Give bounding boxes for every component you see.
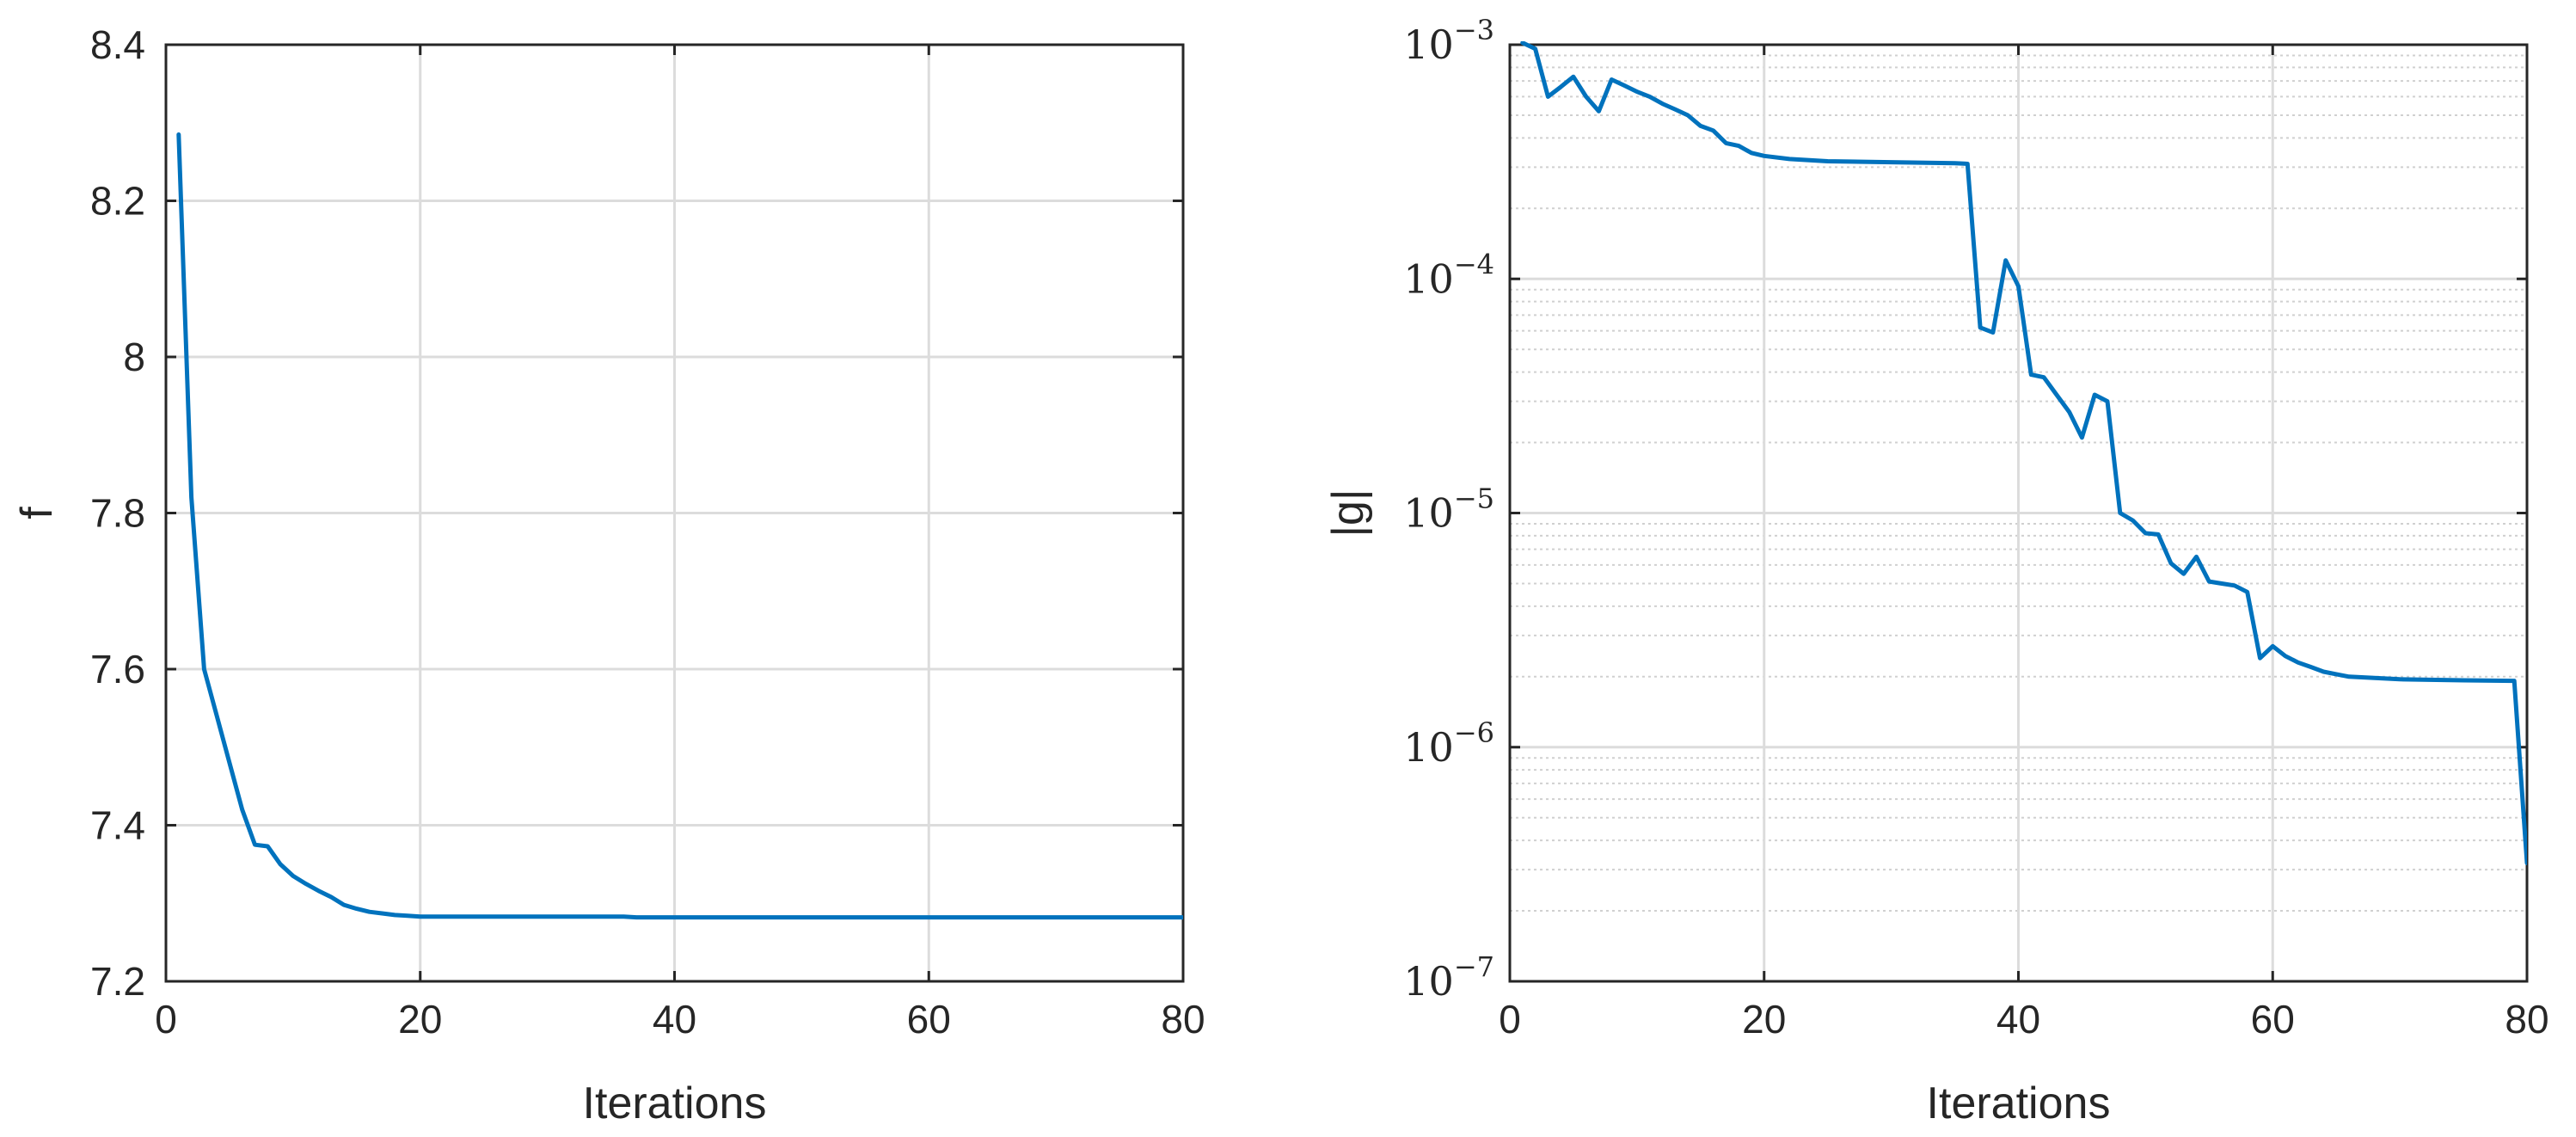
x-tick-label: 0 <box>1499 997 1521 1042</box>
left-chart-panel: 0 20 40 60 80 7.2 7.4 7.6 7.8 8 8.2 8.4 Iterations f <box>12 22 1205 1128</box>
y-tick-label: 7.8 <box>90 491 145 536</box>
y-tick-label: 8.2 <box>90 179 145 224</box>
data-series-line <box>176 132 1183 920</box>
right-chart-panel: 0 20 40 60 80 10−7 10−6 10−5 10−4 10−3 Iterations |… <box>1323 14 2549 1128</box>
data-series-line <box>1520 41 2527 865</box>
y-tick-label: 10−4 <box>1403 248 1494 302</box>
x-tick-label: 40 <box>1996 997 2040 1042</box>
x-tick-label: 60 <box>907 997 951 1042</box>
y-tick-label: 8.4 <box>90 22 145 67</box>
x-tick-label: 40 <box>653 997 696 1042</box>
x-axis-label: Iterations <box>583 1079 767 1128</box>
x-tick-label: 80 <box>1161 997 1205 1042</box>
y-tick-label: 10−3 <box>1403 14 1494 68</box>
x-tick-label: 20 <box>398 997 442 1042</box>
x-tick-label: 60 <box>2251 997 2295 1042</box>
y-tick-label: 10−5 <box>1403 482 1494 537</box>
y-tick-label: 8 <box>123 335 145 379</box>
x-tick-label: 80 <box>2505 997 2548 1042</box>
x-axis-label: Iterations <box>1927 1079 2111 1128</box>
y-tick-label: 7.4 <box>90 803 145 848</box>
y-tick-label: 7.6 <box>90 647 145 691</box>
y-tick-label: 10−7 <box>1403 950 1494 1005</box>
x-tick-label: 0 <box>155 997 177 1042</box>
y-tick-label: 10−6 <box>1403 716 1494 771</box>
y-tick-label: 7.2 <box>90 959 145 1004</box>
x-tick-label: 20 <box>1742 997 1786 1042</box>
y-axis-label: f <box>12 507 62 519</box>
y-axis-label: |g| <box>1323 489 1373 538</box>
